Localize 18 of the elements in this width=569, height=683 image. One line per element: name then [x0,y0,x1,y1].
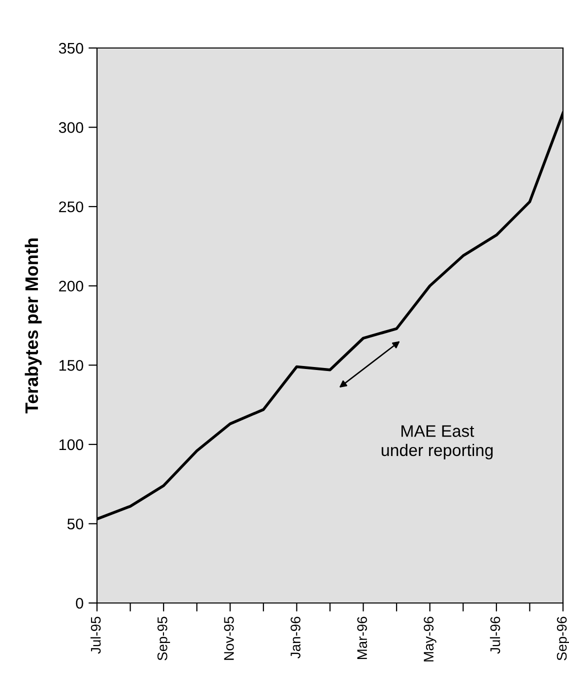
x-tick-label: May-96 [424,616,436,662]
x-tick-label: Jul-96 [490,616,500,654]
y-tick-label: 0 [76,598,84,609]
y-tick-label: 300 [58,122,84,133]
y-tick-label: 50 [67,518,84,530]
y-tick-label: 150 [59,360,84,371]
x-tick-label: Jul-95 [90,616,101,654]
annotation: MAE East under reporting [382,425,493,460]
y-tick-label: 200 [59,280,84,292]
x-tick-label: Sep-95 [157,616,170,660]
x-tick-label: Nov-95 [224,616,234,660]
x-tick-label: Jan-96 [290,616,300,658]
y-tick-label: 350 [58,42,84,54]
x-tick-label: Sep-96 [556,616,569,660]
x-tick-label: Mar-96 [357,616,368,660]
y-axis-title: Terabytes per Month [24,238,42,414]
y-tick-label: 250 [59,201,84,212]
y-tick-label: 100 [59,439,84,450]
